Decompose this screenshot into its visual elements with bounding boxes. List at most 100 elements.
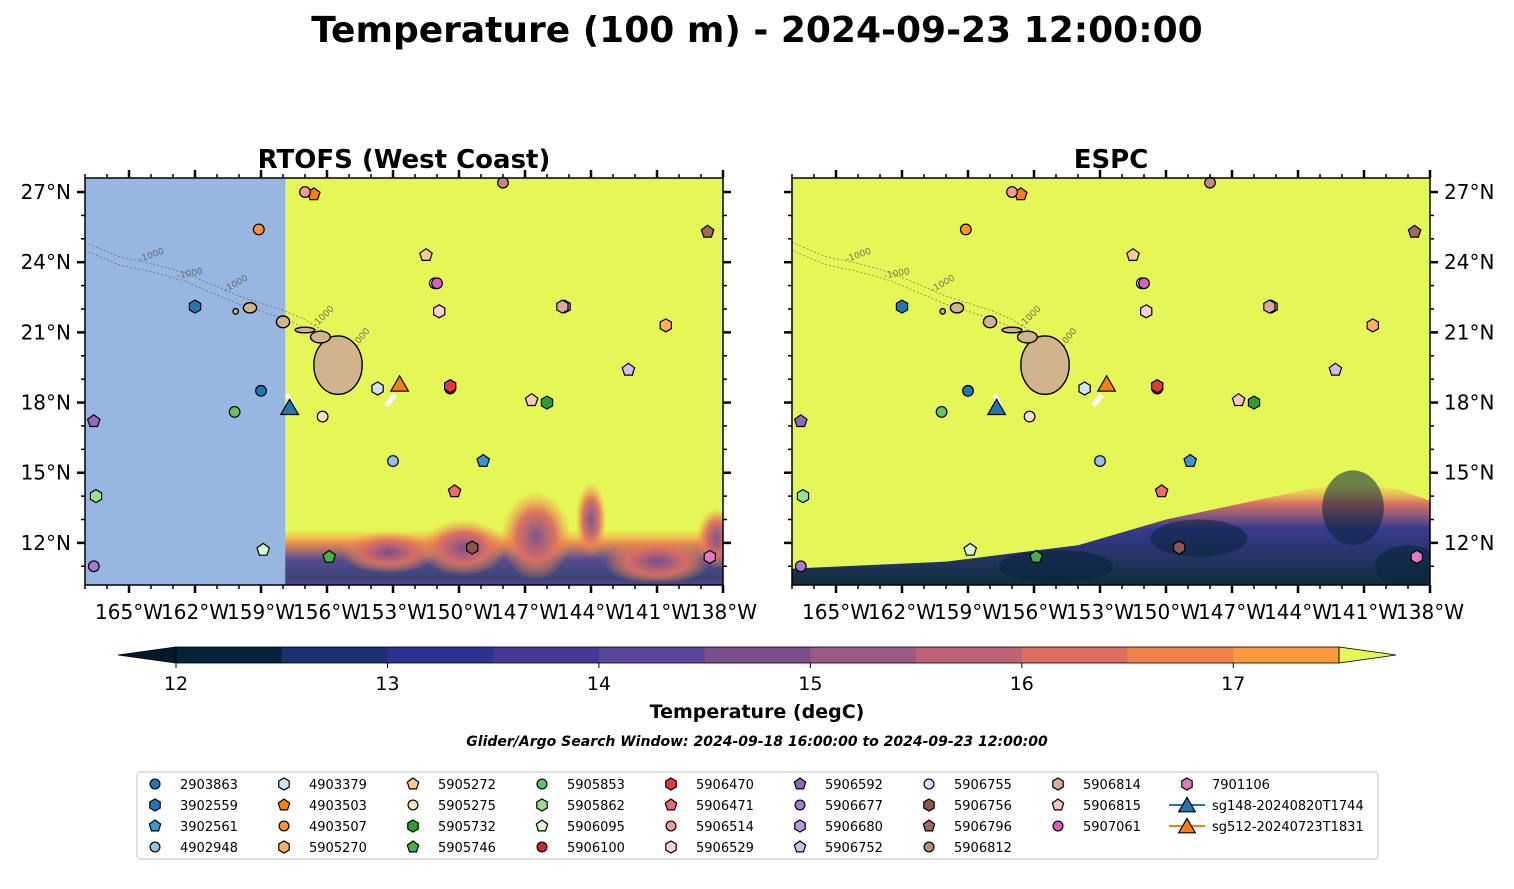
legend-label: 5906815 xyxy=(1083,799,1141,814)
legend-marker-hexagon xyxy=(923,798,935,812)
lat-tick-label: 12°N xyxy=(1444,531,1494,555)
legend-marker-pentagon xyxy=(664,798,678,811)
island-hawaii xyxy=(1020,335,1070,396)
lat-tick-label: 24°N xyxy=(1444,250,1494,274)
platform-3902561 xyxy=(476,453,491,467)
lon-tick-label: 147°W xyxy=(1198,600,1266,624)
cool-eddy xyxy=(696,507,723,569)
colorbar-over-arrow xyxy=(1338,646,1397,664)
legend-label: 5905746 xyxy=(438,841,496,856)
legend-label: 5906755 xyxy=(954,778,1012,793)
colorbar-segment xyxy=(493,647,600,663)
legend-marker-hexagon xyxy=(1181,777,1193,791)
legend-marker-hexagon xyxy=(278,840,290,854)
cold-edge xyxy=(285,580,723,585)
panel-title: ESPC xyxy=(1074,145,1149,175)
platform-sg148-20240820T1744 xyxy=(279,397,300,416)
figure-title: Temperature (100 m) - 2024-09-23 12:00:0… xyxy=(311,10,1202,51)
lon-tick-label: 138°W xyxy=(1396,600,1464,624)
lon-tick-label: 165°W xyxy=(95,600,163,624)
legend-label: 5906756 xyxy=(954,799,1012,814)
lon-tick-label: 144°W xyxy=(1264,600,1332,624)
platform-5905270 xyxy=(659,318,673,333)
legend-item: sg512-20240723T1831 xyxy=(1169,817,1364,835)
platform-5906471 xyxy=(447,484,462,498)
legend-label: 2903863 xyxy=(180,778,238,793)
missing-data-patch xyxy=(384,393,397,408)
legend-item: 5905732 xyxy=(407,819,496,835)
legend-label: 5905732 xyxy=(438,820,496,835)
legend-label: sg148-20240820T1744 xyxy=(1212,799,1364,814)
legend-label: 3902559 xyxy=(180,799,238,814)
legend-marker-triangle xyxy=(1177,796,1197,813)
legend-marker-hexagon xyxy=(1052,777,1064,791)
colorbar-segment xyxy=(1127,647,1234,663)
platform-5905272 xyxy=(1126,247,1140,261)
legend-label: 5906680 xyxy=(825,820,883,835)
platform-sg512-20240723T1831 xyxy=(1096,374,1117,392)
legend-label: 5906677 xyxy=(825,799,883,814)
colorbar-tick-label: 12 xyxy=(164,673,188,695)
legend-marker-pentagon xyxy=(793,840,807,853)
platform-5906815 xyxy=(1231,392,1246,407)
contour-label: -1000 xyxy=(883,267,911,281)
lon-tick-label: 150°W xyxy=(1132,600,1200,624)
legend-label: 5905270 xyxy=(309,841,367,856)
legend-item: 5905853 xyxy=(536,778,625,793)
cold-eddy xyxy=(1322,470,1384,546)
legend-item: 7901106 xyxy=(1181,777,1270,793)
lon-tick-label: 147°W xyxy=(491,600,559,624)
legend-marker-hexagon xyxy=(536,798,548,812)
platform-5906592 xyxy=(793,414,808,428)
map-frame xyxy=(84,177,724,586)
legend-label: 5906471 xyxy=(696,799,754,814)
map-frame xyxy=(791,177,1431,586)
lon-tick-label: 159°W xyxy=(227,600,295,624)
lat-tick-label: 21°N xyxy=(21,320,71,344)
legend-marker-hexagon xyxy=(278,777,290,791)
platform-5906814 xyxy=(1263,299,1276,314)
platform-5906796 xyxy=(1407,224,1422,238)
platform-5906470 xyxy=(1150,379,1164,394)
colorbar-segment xyxy=(1021,647,1129,663)
platform-3902559 xyxy=(895,299,909,314)
legend-item: 5906796 xyxy=(922,819,1012,835)
colorbar-label: Temperature (degC) xyxy=(650,701,865,723)
cool-eddy xyxy=(575,482,607,557)
legend-frame xyxy=(136,771,1379,860)
colorbar-tick-label: 16 xyxy=(1010,673,1034,695)
legend-item: 5906756 xyxy=(923,798,1012,814)
legend-label: 4902948 xyxy=(180,841,238,856)
island-niihau xyxy=(939,307,947,315)
search-window-subtitle: Glider/Argo Search Window: 2024-09-18 16… xyxy=(466,734,1048,750)
platform-5906812 xyxy=(497,176,509,189)
platform-7901106 xyxy=(1410,549,1424,565)
legend-label: 5906796 xyxy=(954,820,1012,835)
lon-tick-label: 141°W xyxy=(1330,600,1398,624)
legend-item: 5907061 xyxy=(1052,820,1141,835)
legend-label: 5906470 xyxy=(696,778,754,793)
platform-5905275 xyxy=(1023,410,1036,423)
legend-marker-pentagon xyxy=(148,819,162,832)
cool-eddy xyxy=(500,491,572,581)
legend-label: 5906814 xyxy=(1083,778,1141,793)
legend-marker-circle xyxy=(794,799,806,811)
cool-eddy xyxy=(604,538,710,585)
legend-item: 3902559 xyxy=(149,798,238,814)
legend-item: 5905272 xyxy=(406,777,496,793)
legend-label: 5906752 xyxy=(825,841,883,856)
platform-4902948 xyxy=(1094,455,1106,467)
platform-5906592 xyxy=(86,414,101,428)
legend-marker-circle xyxy=(149,778,161,790)
legend-item: 5906814 xyxy=(1052,777,1141,793)
colorbar-tick-label: 15 xyxy=(798,673,822,695)
lat-tick-label: 12°N xyxy=(21,531,71,555)
lat-tick-label: 24°N xyxy=(21,250,71,274)
legend-item: 3902561 xyxy=(148,819,238,835)
platform-5905853 xyxy=(228,405,241,418)
cool-eddy xyxy=(419,519,508,576)
legend-marker-hexagon xyxy=(407,819,419,833)
legend-label: 5906529 xyxy=(696,841,754,856)
platform-5906529 xyxy=(1139,304,1153,319)
legend-item: 5906514 xyxy=(665,820,754,835)
